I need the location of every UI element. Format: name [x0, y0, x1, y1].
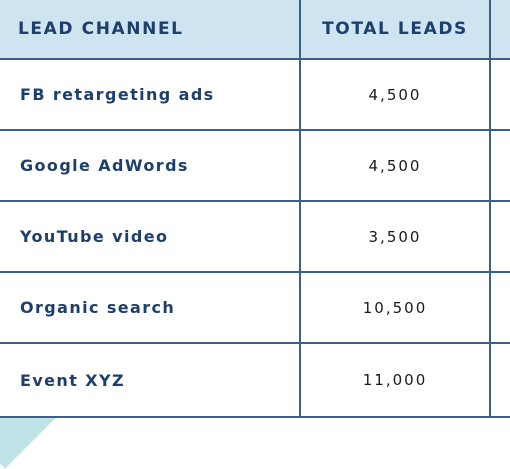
row-channel-cell: Organic search [0, 272, 301, 344]
row-channel-cell: YouTube video [0, 201, 301, 273]
row-total-leads-cell: 11,000 [300, 343, 491, 418]
row-extra-cell [490, 59, 510, 131]
row-extra-cell [490, 343, 510, 418]
table-row: Event XYZ 11,000 [0, 343, 510, 418]
row-extra-cell [490, 130, 510, 202]
table-header: LEAD CHANNEL TOTAL LEADS [0, 0, 510, 60]
header-total-leads: TOTAL LEADS [300, 0, 491, 60]
table-row: Google AdWords 4,500 [0, 130, 510, 202]
row-total-leads-cell: 3,500 [300, 201, 491, 273]
row-extra-cell [490, 272, 510, 344]
table-body: FB retargeting ads 4,500 Google AdWords … [0, 59, 510, 418]
table-row: Organic search 10,500 [0, 272, 510, 344]
table-row: YouTube video 3,500 [0, 201, 510, 273]
row-total-leads-cell: 10,500 [300, 272, 491, 344]
lead-channel-table: LEAD CHANNEL TOTAL LEADS FB retargeting … [0, 0, 510, 418]
header-extra-column [490, 0, 510, 60]
row-total-leads-cell: 4,500 [300, 59, 491, 131]
row-channel-cell: Event XYZ [0, 343, 301, 418]
row-extra-cell [490, 201, 510, 273]
row-channel-cell: Google AdWords [0, 130, 301, 202]
row-channel-cell: FB retargeting ads [0, 59, 301, 131]
header-row: LEAD CHANNEL TOTAL LEADS [0, 0, 510, 60]
row-total-leads-cell: 4,500 [300, 130, 491, 202]
table-row: FB retargeting ads 4,500 [0, 59, 510, 131]
header-lead-channel: LEAD CHANNEL [0, 0, 301, 60]
